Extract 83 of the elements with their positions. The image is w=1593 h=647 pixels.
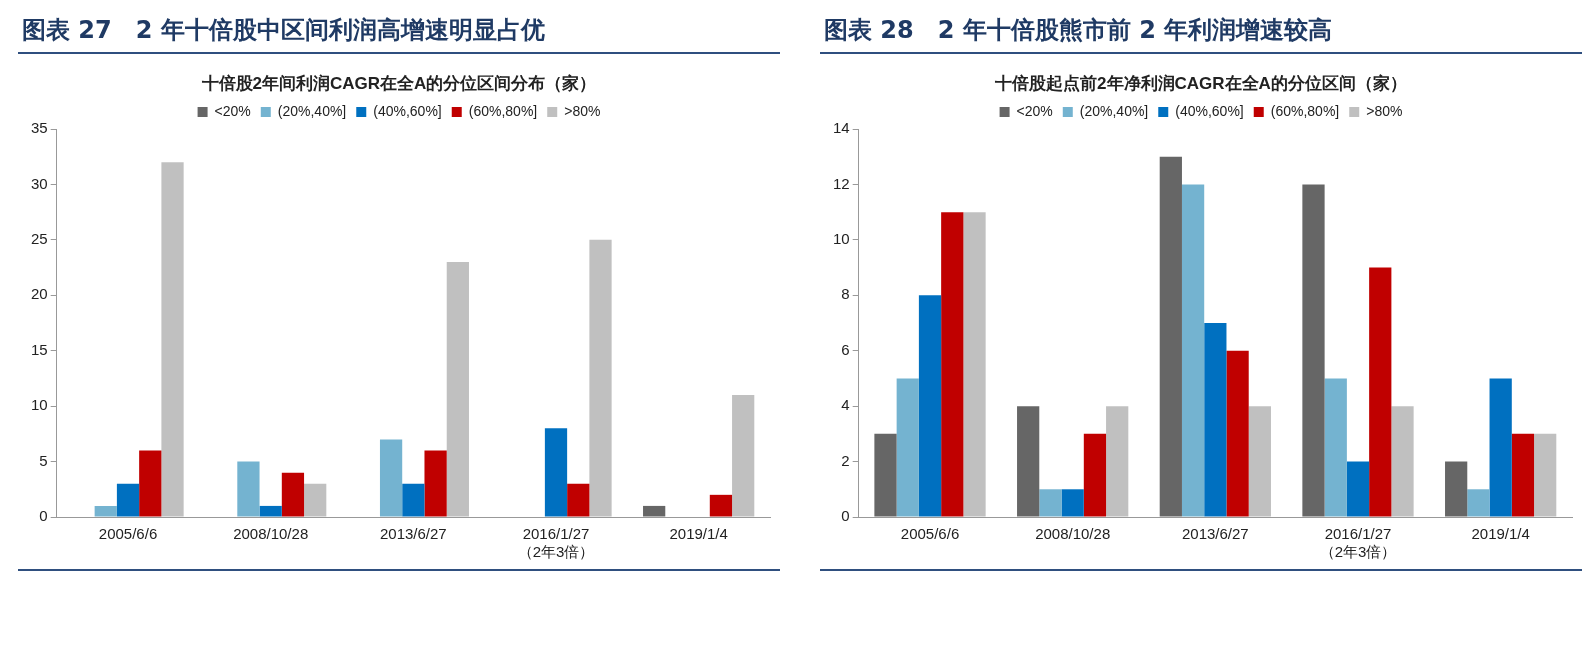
bar bbox=[237, 461, 260, 517]
x-tick-label: 2008/10/28 bbox=[233, 525, 309, 543]
bar bbox=[1061, 489, 1084, 517]
bar bbox=[1346, 461, 1370, 517]
bar bbox=[896, 378, 919, 517]
y-tick-label: 4 bbox=[841, 396, 850, 414]
bar bbox=[874, 433, 897, 517]
x-tick-label: 2013/6/27 bbox=[379, 525, 447, 543]
y-tick-label: 0 bbox=[39, 507, 48, 525]
x-tick-label: 2008/10/28 bbox=[1035, 525, 1111, 543]
bar bbox=[1204, 323, 1227, 517]
y-tick-label: 2 bbox=[841, 451, 850, 469]
bar bbox=[161, 162, 184, 517]
bar bbox=[1226, 350, 1249, 517]
bar bbox=[139, 450, 162, 517]
bar bbox=[424, 450, 447, 517]
bar bbox=[1248, 406, 1271, 517]
bar bbox=[1159, 156, 1182, 517]
y-tick-label: 12 bbox=[833, 174, 850, 192]
bar bbox=[1039, 489, 1062, 517]
chart-subtitle: 十倍股2年间利润CAGR在全A的分位区间分布（家） bbox=[200, 73, 598, 95]
bar bbox=[281, 472, 305, 517]
bar bbox=[1106, 406, 1129, 517]
x-tick-label: 2019/1/4 bbox=[1471, 525, 1530, 543]
y-tick-label: 15 bbox=[31, 340, 48, 358]
bar bbox=[1302, 184, 1325, 517]
bar bbox=[567, 483, 590, 517]
bar bbox=[1467, 489, 1490, 517]
legend-label: (60%,80%] bbox=[1270, 102, 1340, 119]
legend-label: (20%,40%] bbox=[1079, 102, 1149, 119]
bar bbox=[589, 239, 612, 517]
bar bbox=[1534, 433, 1557, 517]
y-tick-label: 10 bbox=[31, 396, 48, 414]
bar bbox=[963, 212, 986, 517]
bar bbox=[94, 505, 117, 517]
bar bbox=[1511, 433, 1535, 517]
legend-label: (40%,60%] bbox=[1175, 102, 1244, 119]
bar bbox=[304, 483, 327, 517]
bar bbox=[116, 483, 140, 517]
y-tick-label: 25 bbox=[31, 230, 48, 247]
bar bbox=[1369, 267, 1392, 517]
y-tick-label: 8 bbox=[841, 285, 850, 303]
y-tick-label: 35 bbox=[31, 119, 48, 137]
bar bbox=[544, 428, 568, 517]
bar bbox=[379, 439, 403, 517]
legend-label: (20%,40%] bbox=[277, 102, 347, 119]
chart-subtitle: 十倍股起点前2年净利润CAGR在全A的分位区间（家） bbox=[994, 73, 1408, 95]
bar bbox=[941, 212, 964, 517]
bar bbox=[709, 494, 733, 517]
bar bbox=[918, 295, 942, 517]
x-tick-label: 2016/1/27 （2年3倍） bbox=[517, 525, 595, 561]
bar bbox=[1489, 378, 1512, 517]
y-tick-label: 0 bbox=[841, 507, 850, 525]
x-tick-label: 2005/6/6 bbox=[900, 525, 960, 543]
y-tick-label: 6 bbox=[841, 340, 850, 358]
y-tick-label: 14 bbox=[833, 119, 850, 137]
legend-label: >80% bbox=[1366, 102, 1403, 119]
bar bbox=[259, 505, 282, 517]
bar bbox=[1324, 378, 1347, 517]
y-tick-label: 10 bbox=[833, 230, 850, 247]
y-tick-label: 20 bbox=[31, 285, 48, 303]
legend-label: >80% bbox=[564, 102, 601, 119]
x-tick-label: 2005/6/6 bbox=[98, 525, 158, 543]
bar bbox=[1017, 406, 1040, 517]
chart-title: 图表 28 2 年十倍股熊市前 2 年利润增速较高 bbox=[820, 8, 1582, 54]
y-tick-label: 30 bbox=[31, 174, 48, 192]
x-tick-label: 2016/1/27 （2年3倍） bbox=[1319, 525, 1397, 561]
chart-title: 图表 27 2 年十倍股中区间利润高增速明显占优 bbox=[18, 8, 780, 54]
y-tick-label: 5 bbox=[39, 451, 48, 469]
bar bbox=[1445, 461, 1468, 517]
bar bbox=[446, 262, 469, 517]
legend-label: <20% bbox=[1016, 102, 1053, 119]
bar bbox=[1083, 433, 1107, 517]
bar bbox=[402, 483, 425, 517]
bar bbox=[1391, 406, 1414, 517]
bar bbox=[643, 505, 666, 517]
legend-label: (60%,80%] bbox=[468, 102, 538, 119]
bar bbox=[1181, 184, 1205, 517]
x-tick-label: 2019/1/4 bbox=[669, 525, 728, 543]
bar bbox=[732, 395, 755, 517]
legend-label: <20% bbox=[214, 102, 251, 119]
legend-label: (40%,60%] bbox=[373, 102, 442, 119]
x-tick-label: 2013/6/27 bbox=[1181, 525, 1249, 543]
